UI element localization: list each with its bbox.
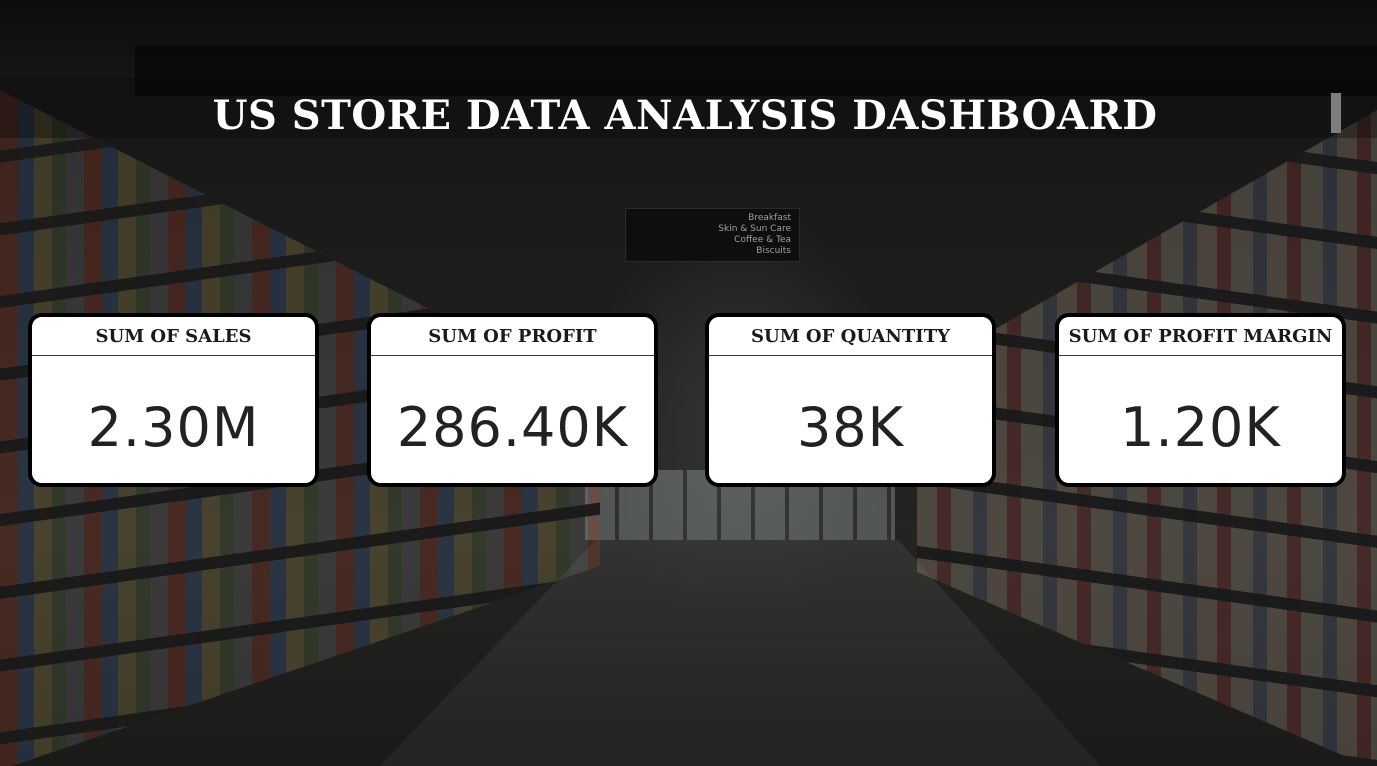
kpi-label: SUM OF PROFIT MARGIN: [1059, 317, 1342, 356]
aisle-sign-line: Coffee & Tea: [734, 235, 791, 245]
aisle-sign-line: Breakfast: [748, 213, 791, 223]
kpi-value: 286.40K: [396, 396, 629, 459]
corner-marker: [1331, 93, 1341, 133]
aisle-sign-line: Biscuits: [756, 246, 791, 256]
kpi-label: SUM OF SALES: [32, 317, 315, 356]
background-aisle-sign: Breakfast Skin & Sun Care Coffee & Tea B…: [625, 208, 800, 262]
kpi-label: SUM OF QUANTITY: [709, 317, 992, 356]
kpi-value: 2.30M: [87, 396, 260, 459]
kpi-value: 1.20K: [1120, 396, 1281, 459]
kpi-label: SUM OF PROFIT: [371, 317, 654, 356]
aisle-sign-line: Skin & Sun Care: [718, 224, 791, 234]
kpi-card-sales[interactable]: SUM OF SALES 2.30M: [28, 313, 319, 487]
kpi-card-quantity[interactable]: SUM OF QUANTITY 38K: [705, 313, 996, 487]
title-bar: [135, 46, 1377, 96]
kpi-value: 38K: [796, 396, 905, 459]
kpi-card-profit[interactable]: SUM OF PROFIT 286.40K: [367, 313, 658, 487]
page-title: US STORE DATA ANALYSIS DASHBOARD: [212, 92, 1158, 139]
kpi-card-profit-margin[interactable]: SUM OF PROFIT MARGIN 1.20K: [1055, 313, 1346, 487]
